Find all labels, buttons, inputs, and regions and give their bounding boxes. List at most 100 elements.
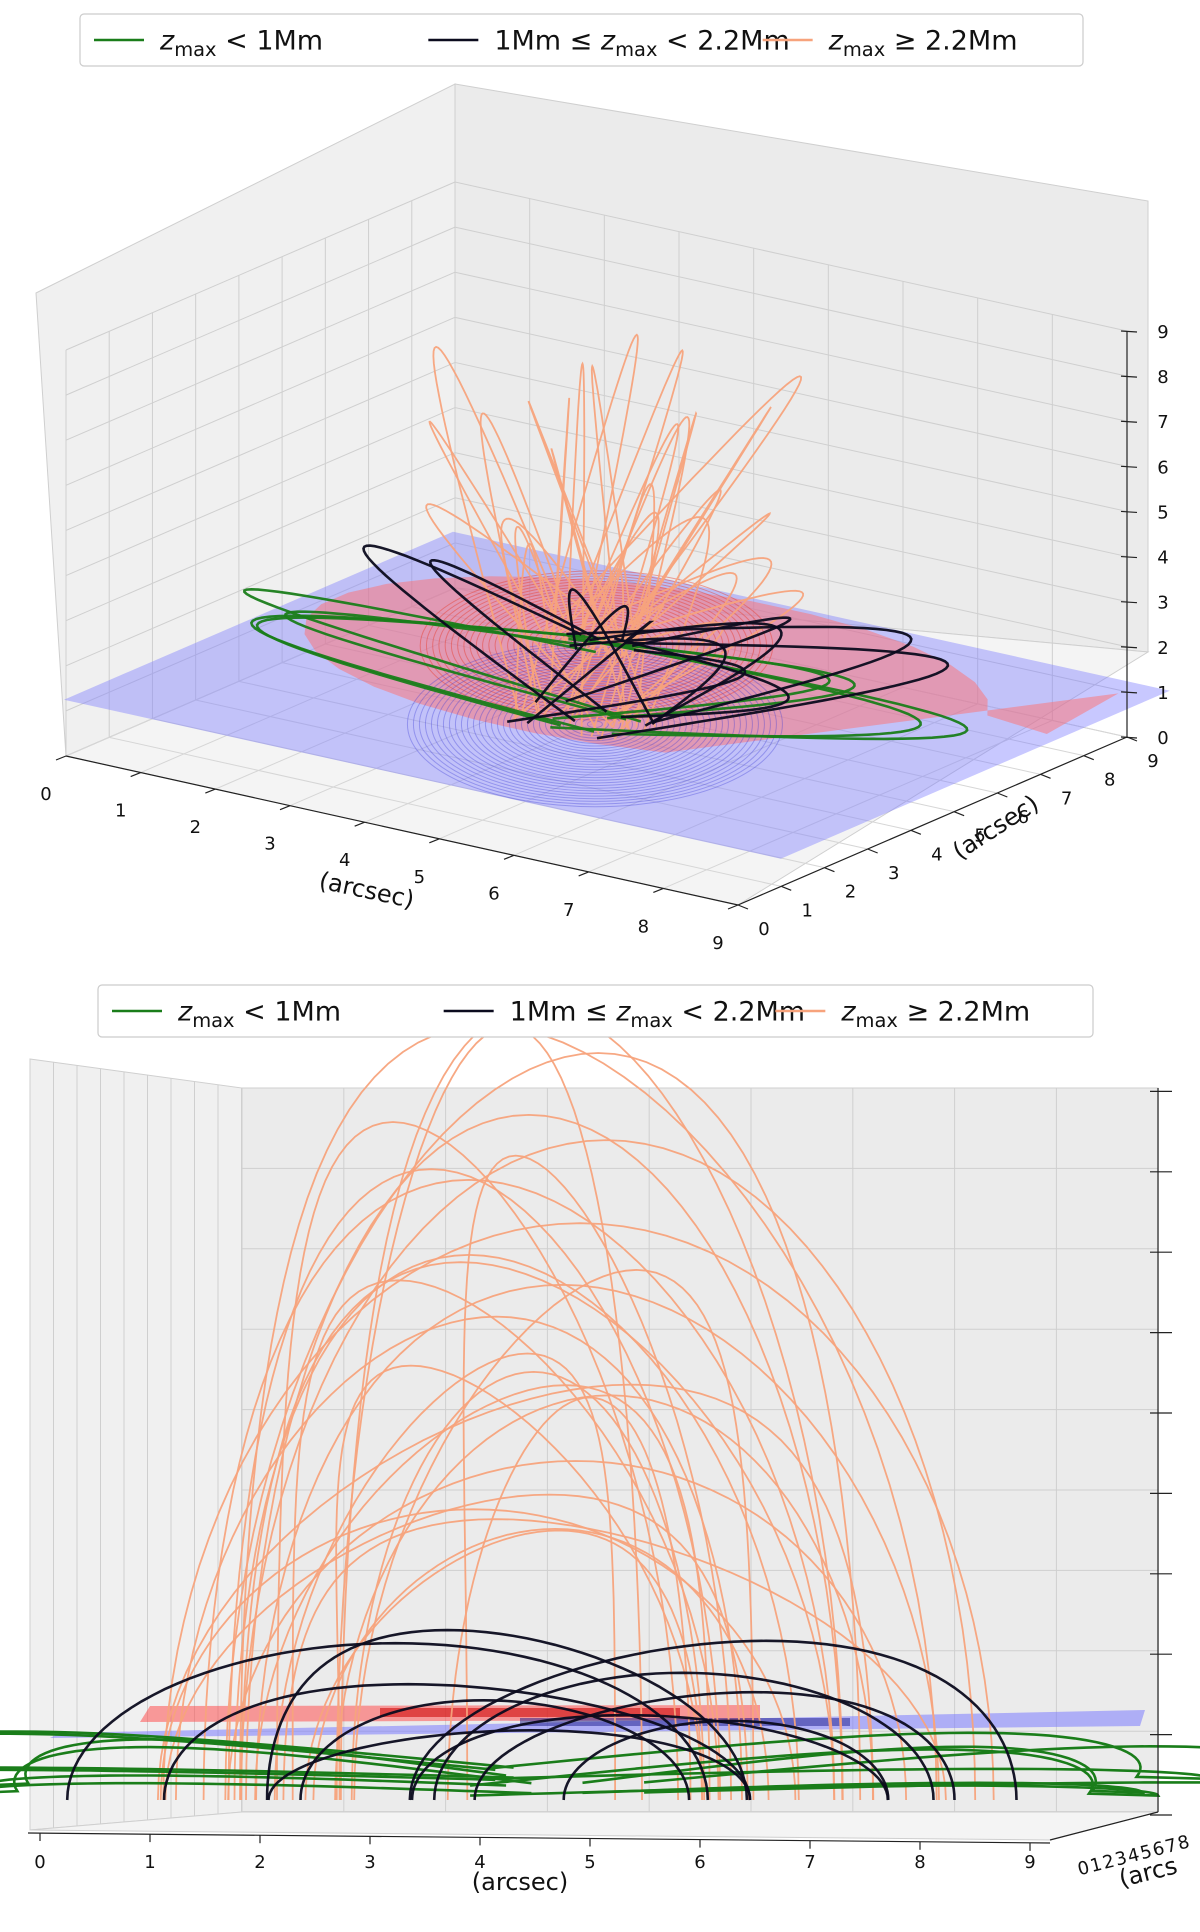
x-tick-label: 1 — [115, 801, 126, 822]
y-tick-label: 3 — [888, 863, 899, 884]
y-tick-label: 3 — [1113, 1847, 1129, 1870]
legend-frame — [97, 984, 1094, 1038]
field-line-0 — [566, 625, 913, 724]
field-line-6 — [428, 558, 608, 713]
field-line-27 — [572, 557, 773, 725]
field-line-7 — [162, 1682, 752, 1801]
field-line-2 — [408, 1639, 1018, 1801]
x-tick — [653, 887, 664, 894]
negative-contour — [478, 672, 711, 776]
field-line-9 — [265, 1628, 749, 1801]
field-line-17 — [159, 1508, 797, 1801]
x-tick — [727, 904, 739, 910]
negative-core — [520, 1718, 850, 1726]
field-line-3 — [507, 648, 747, 723]
x-tick — [503, 854, 515, 860]
field-line-5 — [569, 637, 727, 725]
x-tick-label: 1 — [144, 1852, 155, 1873]
field-line-29 — [273, 1352, 616, 1801]
x-tick-label: 9 — [1024, 1852, 1035, 1873]
x-tick — [55, 755, 67, 761]
y-tick-label: 4 — [1126, 1844, 1142, 1867]
negative-contour — [550, 704, 639, 744]
y-tick — [867, 848, 878, 854]
gridline — [454, 361, 1128, 512]
field-line-23 — [540, 375, 803, 715]
y-tick — [1040, 773, 1051, 779]
field-line-29 — [432, 345, 570, 715]
legend: zmax < 1Mm 1Mm ≤ zmax < 2.2Mm zmax ≥ 2.2Mm — [97, 984, 1094, 1038]
x-tick — [578, 871, 589, 877]
negative-contour — [532, 696, 657, 752]
positive-core — [380, 1708, 680, 1717]
gridline — [454, 452, 1128, 603]
gridline — [65, 361, 456, 531]
y-tick — [953, 811, 965, 817]
x-axis — [27, 1832, 1051, 1844]
z-tick — [1120, 330, 1138, 333]
field-line-5 — [243, 587, 642, 723]
y-tick — [997, 792, 1008, 798]
y-tick-label: 5 — [1138, 1841, 1154, 1864]
field-lines — [0, 1006, 1200, 1801]
field-line-26 — [240, 1261, 835, 1801]
y-tick-label: 8 — [1176, 1831, 1192, 1854]
y-tick-label: 2 — [1101, 1851, 1117, 1874]
legend-label: 1Mm ≤ zmax < 2.2Mm — [494, 25, 789, 61]
field-line-28 — [335, 1364, 703, 1801]
x-tick-label: 3 — [264, 834, 275, 855]
field-line-28 — [540, 488, 722, 720]
z-tick — [1120, 601, 1138, 604]
field-line-14 — [157, 1383, 874, 1801]
field-line-20 — [570, 423, 680, 737]
field-line-2 — [550, 638, 969, 741]
x-tick-label: 8 — [914, 1852, 925, 1873]
field-line-15 — [428, 420, 600, 735]
field-line-3 — [0, 1732, 496, 1782]
negative-contour — [484, 675, 705, 773]
field-line-8 — [589, 621, 783, 727]
z-tick-label: 8 — [1157, 367, 1168, 388]
gridline — [454, 181, 1128, 332]
x-tick-label: 0 — [34, 1852, 45, 1873]
x-tick — [354, 821, 365, 827]
field-line-9 — [574, 406, 772, 718]
field-line-17 — [599, 411, 698, 741]
y-tick-label: 1 — [1088, 1854, 1104, 1877]
x-tick — [429, 838, 440, 844]
y-tick-label: 2 — [845, 882, 856, 903]
gridline — [454, 316, 1128, 467]
z-tick — [1120, 555, 1138, 559]
field-line-11 — [334, 1394, 875, 1801]
field-line-2 — [596, 641, 950, 740]
field-line-7 — [255, 616, 586, 727]
y-tick-label: 9 — [1147, 751, 1158, 772]
gridline — [65, 181, 456, 351]
field-line-19 — [446, 1396, 692, 1801]
field-line-16 — [224, 1052, 862, 1801]
z-tick — [1120, 510, 1138, 514]
negative-contour — [424, 649, 765, 800]
x-tick-label: 9 — [712, 933, 723, 954]
field-line-9 — [282, 1518, 947, 1801]
x-tick-label: 7 — [563, 900, 574, 921]
x-tick-label: 2 — [190, 817, 201, 838]
field-line-5 — [527, 400, 657, 728]
z-tick-label: 7 — [1157, 412, 1168, 433]
x-tick-label: 0 — [40, 784, 51, 805]
gridline — [65, 452, 456, 622]
field-line-9 — [362, 544, 582, 723]
field-line-25 — [550, 448, 631, 735]
field-line-7 — [526, 620, 655, 725]
z-tick-label: 0 — [1157, 728, 1168, 749]
legend-label: zmax < 1Mm — [177, 996, 341, 1032]
gridline — [454, 226, 1128, 377]
y-tick — [910, 829, 922, 835]
field-line-13 — [350, 1370, 706, 1801]
z-tick-label: 1 — [1157, 683, 1168, 704]
y-tick-label: 8 — [1104, 770, 1115, 791]
z-tick — [1120, 646, 1138, 649]
y-tick-label: 6 — [1018, 807, 1029, 828]
y-tick — [1083, 755, 1095, 761]
